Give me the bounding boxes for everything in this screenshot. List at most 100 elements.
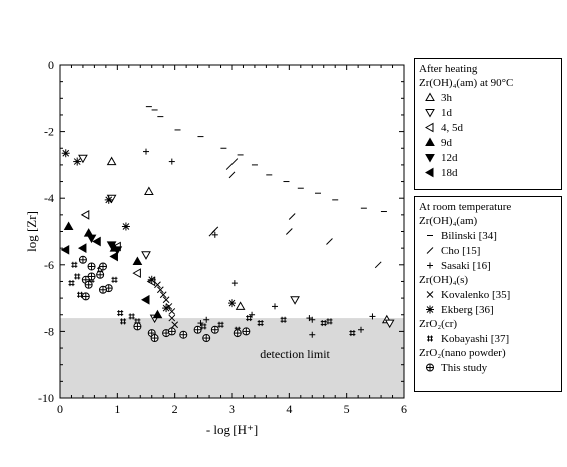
legend-entry-3h: 3h	[419, 90, 557, 105]
legend-heading: After heating	[419, 63, 478, 75]
legend-entry-12d: 12d	[419, 150, 557, 165]
data-point	[246, 315, 253, 322]
series-cho	[208, 158, 382, 269]
data-point	[159, 291, 167, 299]
legend-label: This study	[441, 361, 488, 374]
data-point	[285, 228, 293, 235]
data-point	[143, 148, 149, 155]
data-point	[242, 327, 251, 336]
series-kovalenko	[154, 281, 179, 329]
legend-marker	[419, 150, 441, 165]
data-point	[217, 321, 224, 328]
data-point	[257, 320, 264, 327]
legend-label: 18d	[441, 166, 458, 179]
legend-marker	[419, 105, 441, 120]
x-tick-label: 3	[229, 402, 235, 416]
data-point	[140, 294, 150, 305]
data-point	[78, 255, 87, 264]
data-point	[200, 323, 207, 330]
data-point	[203, 316, 210, 323]
legend-marker-shape	[427, 262, 433, 269]
legend-entry-ekberg: Ekberg [36]	[419, 302, 557, 317]
data-point	[168, 314, 176, 322]
series-bilinski	[145, 106, 387, 213]
legend-room-temperature: At room temperature Zr(OH)₄(am) Bilinski […	[414, 196, 562, 392]
data-point	[87, 272, 96, 281]
series-18d	[60, 236, 150, 305]
legend-heading: Zr(OH)₄(s)	[419, 274, 469, 286]
data-point	[211, 231, 218, 238]
y-tick-label: -10	[38, 391, 54, 405]
series-3h	[106, 156, 392, 324]
legend-heading: Zr(OH)₄(am)	[419, 215, 478, 227]
data-point	[369, 313, 376, 320]
data-point	[104, 195, 113, 204]
data-point	[326, 318, 333, 325]
x-tick-label: 5	[344, 402, 350, 416]
legend-entry-1d: 1d	[419, 105, 557, 120]
series-1d	[78, 154, 395, 329]
legend-heading: At room temperature	[419, 201, 512, 213]
x-axis-label: - log [H⁺]	[206, 422, 258, 437]
y-tick-label: 0	[48, 58, 54, 72]
data-point	[141, 251, 151, 260]
data-point	[162, 296, 170, 304]
legend-entry-cho: Cho [15]	[419, 243, 557, 258]
legend-marker-shape	[426, 363, 434, 372]
legend-after-heating: After heating Zr(OH)₄(am) at 90°C 3h 1d 4, 5…	[414, 58, 562, 190]
legend-heading: Zr(OH)₄(am) at 90°C	[419, 77, 514, 89]
data-point	[74, 273, 81, 280]
data-point	[132, 268, 141, 278]
data-point	[80, 209, 90, 220]
data-point	[202, 334, 211, 343]
data-point	[60, 244, 70, 255]
legend-marker-shape	[426, 247, 434, 254]
data-point	[235, 301, 246, 310]
legend-entry-thisstudy: This study	[419, 360, 557, 375]
series-12d	[86, 234, 123, 255]
data-point	[150, 334, 159, 343]
legend-label: Kovalenko [35]	[441, 288, 511, 301]
legend-marker-shape	[425, 109, 435, 118]
legend-marker	[419, 120, 441, 135]
data-point	[78, 154, 88, 164]
data-point	[106, 156, 117, 166]
legend-entry-bilinski: Bilinski [34]	[419, 228, 557, 243]
data-point	[210, 325, 219, 334]
data-point	[133, 322, 142, 331]
data-point	[132, 256, 143, 265]
data-point	[92, 236, 101, 247]
data-point	[193, 325, 202, 334]
data-point	[171, 321, 179, 329]
data-point	[233, 329, 242, 338]
data-point	[162, 304, 171, 313]
data-point	[112, 246, 123, 255]
data-point	[231, 280, 238, 287]
data-point	[121, 222, 130, 231]
legend-label: 4, 5d	[441, 121, 463, 134]
data-point	[288, 213, 296, 220]
legend-marker-shape	[425, 92, 435, 101]
data-point	[152, 309, 163, 319]
series-9d	[63, 221, 163, 319]
y-tick-label: -2	[44, 125, 54, 139]
data-point	[309, 331, 316, 338]
legend-marker	[419, 302, 441, 317]
data-point	[84, 280, 93, 289]
data-point	[384, 319, 395, 329]
series-ekberg	[61, 149, 236, 313]
legend-label: 1d	[441, 106, 452, 119]
data-point	[144, 186, 154, 196]
legend-marker	[419, 228, 441, 243]
data-point	[349, 330, 356, 337]
data-point	[71, 261, 78, 268]
legend-marker	[419, 135, 441, 150]
legend-marker-shape	[426, 291, 434, 298]
data-point	[272, 303, 278, 310]
x-tick-label: 4	[286, 402, 292, 416]
data-point	[358, 326, 364, 333]
legend-heading: ZrO₂(nano powder)	[419, 347, 506, 359]
data-point	[99, 285, 107, 294]
data-point	[87, 262, 96, 271]
